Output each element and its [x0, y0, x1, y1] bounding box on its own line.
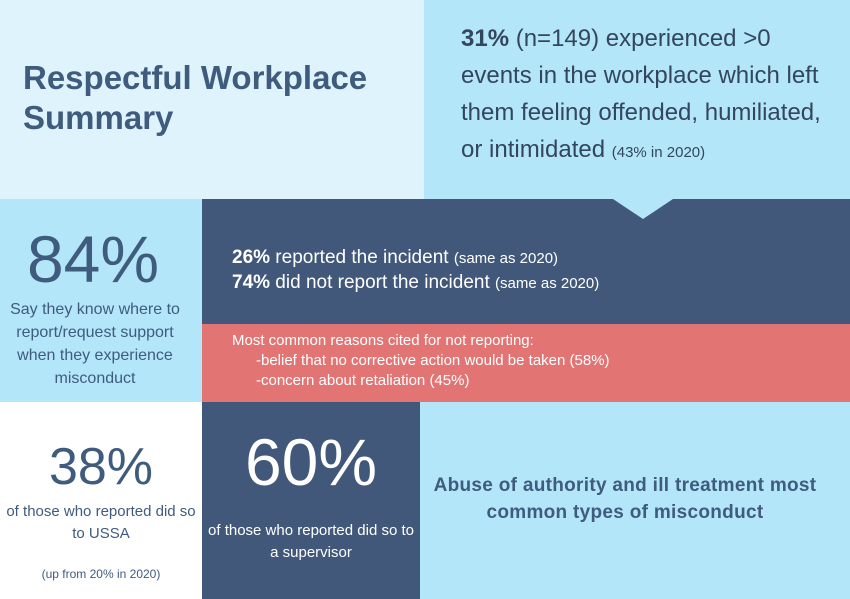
reason-item: -belief that no corrective action would … — [256, 352, 610, 369]
offended-statement: 31% (n=149) experienced >0 events in the… — [461, 20, 831, 171]
page-title: Respectful Workplace Summary — [23, 59, 368, 136]
reported-line: 26% reported the incident (same as 2020) — [232, 246, 599, 271]
not-reported-line: 74% did not report the incident (same as… — [232, 271, 599, 296]
ussa-percent: 38% — [48, 438, 154, 496]
not-reported-percent: 74% — [232, 272, 271, 293]
reasons-heading: Most common reasons cited for not report… — [232, 332, 534, 349]
supervisor-label: of those who reported did so to a superv… — [208, 522, 414, 561]
offended-percent: 31% — [461, 25, 510, 52]
know-where-label: Say they know where to report/request su… — [10, 301, 180, 387]
offended-panel: 31% (n=149) experienced >0 events in the… — [424, 0, 850, 199]
reported-statement: 26% reported the incident (same as 2020)… — [232, 246, 599, 296]
reported-percent: 26% — [232, 247, 271, 268]
reported-panel: 26% reported the incident (same as 2020)… — [202, 199, 850, 324]
ussa-note: (up from 20% in 2020) — [41, 567, 161, 581]
ussa-panel: 38% of those who reported did so to USSA… — [0, 402, 202, 599]
reason-item: -concern about retaliation (45%) — [256, 372, 470, 389]
know-where-panel: 84% Say they know where to report/reques… — [0, 199, 202, 402]
abuse-statement: Abuse of authority and ill treatment mos… — [433, 475, 817, 523]
pointer-triangle — [613, 199, 673, 219]
not-reported-note: (same as 2020) — [495, 275, 600, 292]
reported-text: reported the incident — [270, 247, 454, 268]
supervisor-percent: 60% — [244, 425, 378, 499]
reported-note: (same as 2020) — [453, 250, 559, 267]
not-reported-text: did not report the incident — [270, 272, 496, 293]
abuse-panel: Abuse of authority and ill treatment mos… — [420, 402, 850, 599]
reasons-list: Most common reasons cited for not report… — [232, 331, 610, 391]
offended-text: (n=149) experienced >0 events in the wor… — [461, 25, 821, 163]
title-panel: Respectful Workplace Summary — [0, 0, 424, 199]
ussa-label: of those who reported did so to USSA — [6, 503, 196, 542]
supervisor-panel: 60% of those who reported did so to a su… — [202, 402, 420, 599]
offended-note: (43% in 2020) — [611, 144, 706, 161]
reasons-panel: Most common reasons cited for not report… — [202, 324, 850, 402]
know-where-percent: 84% — [26, 222, 160, 296]
